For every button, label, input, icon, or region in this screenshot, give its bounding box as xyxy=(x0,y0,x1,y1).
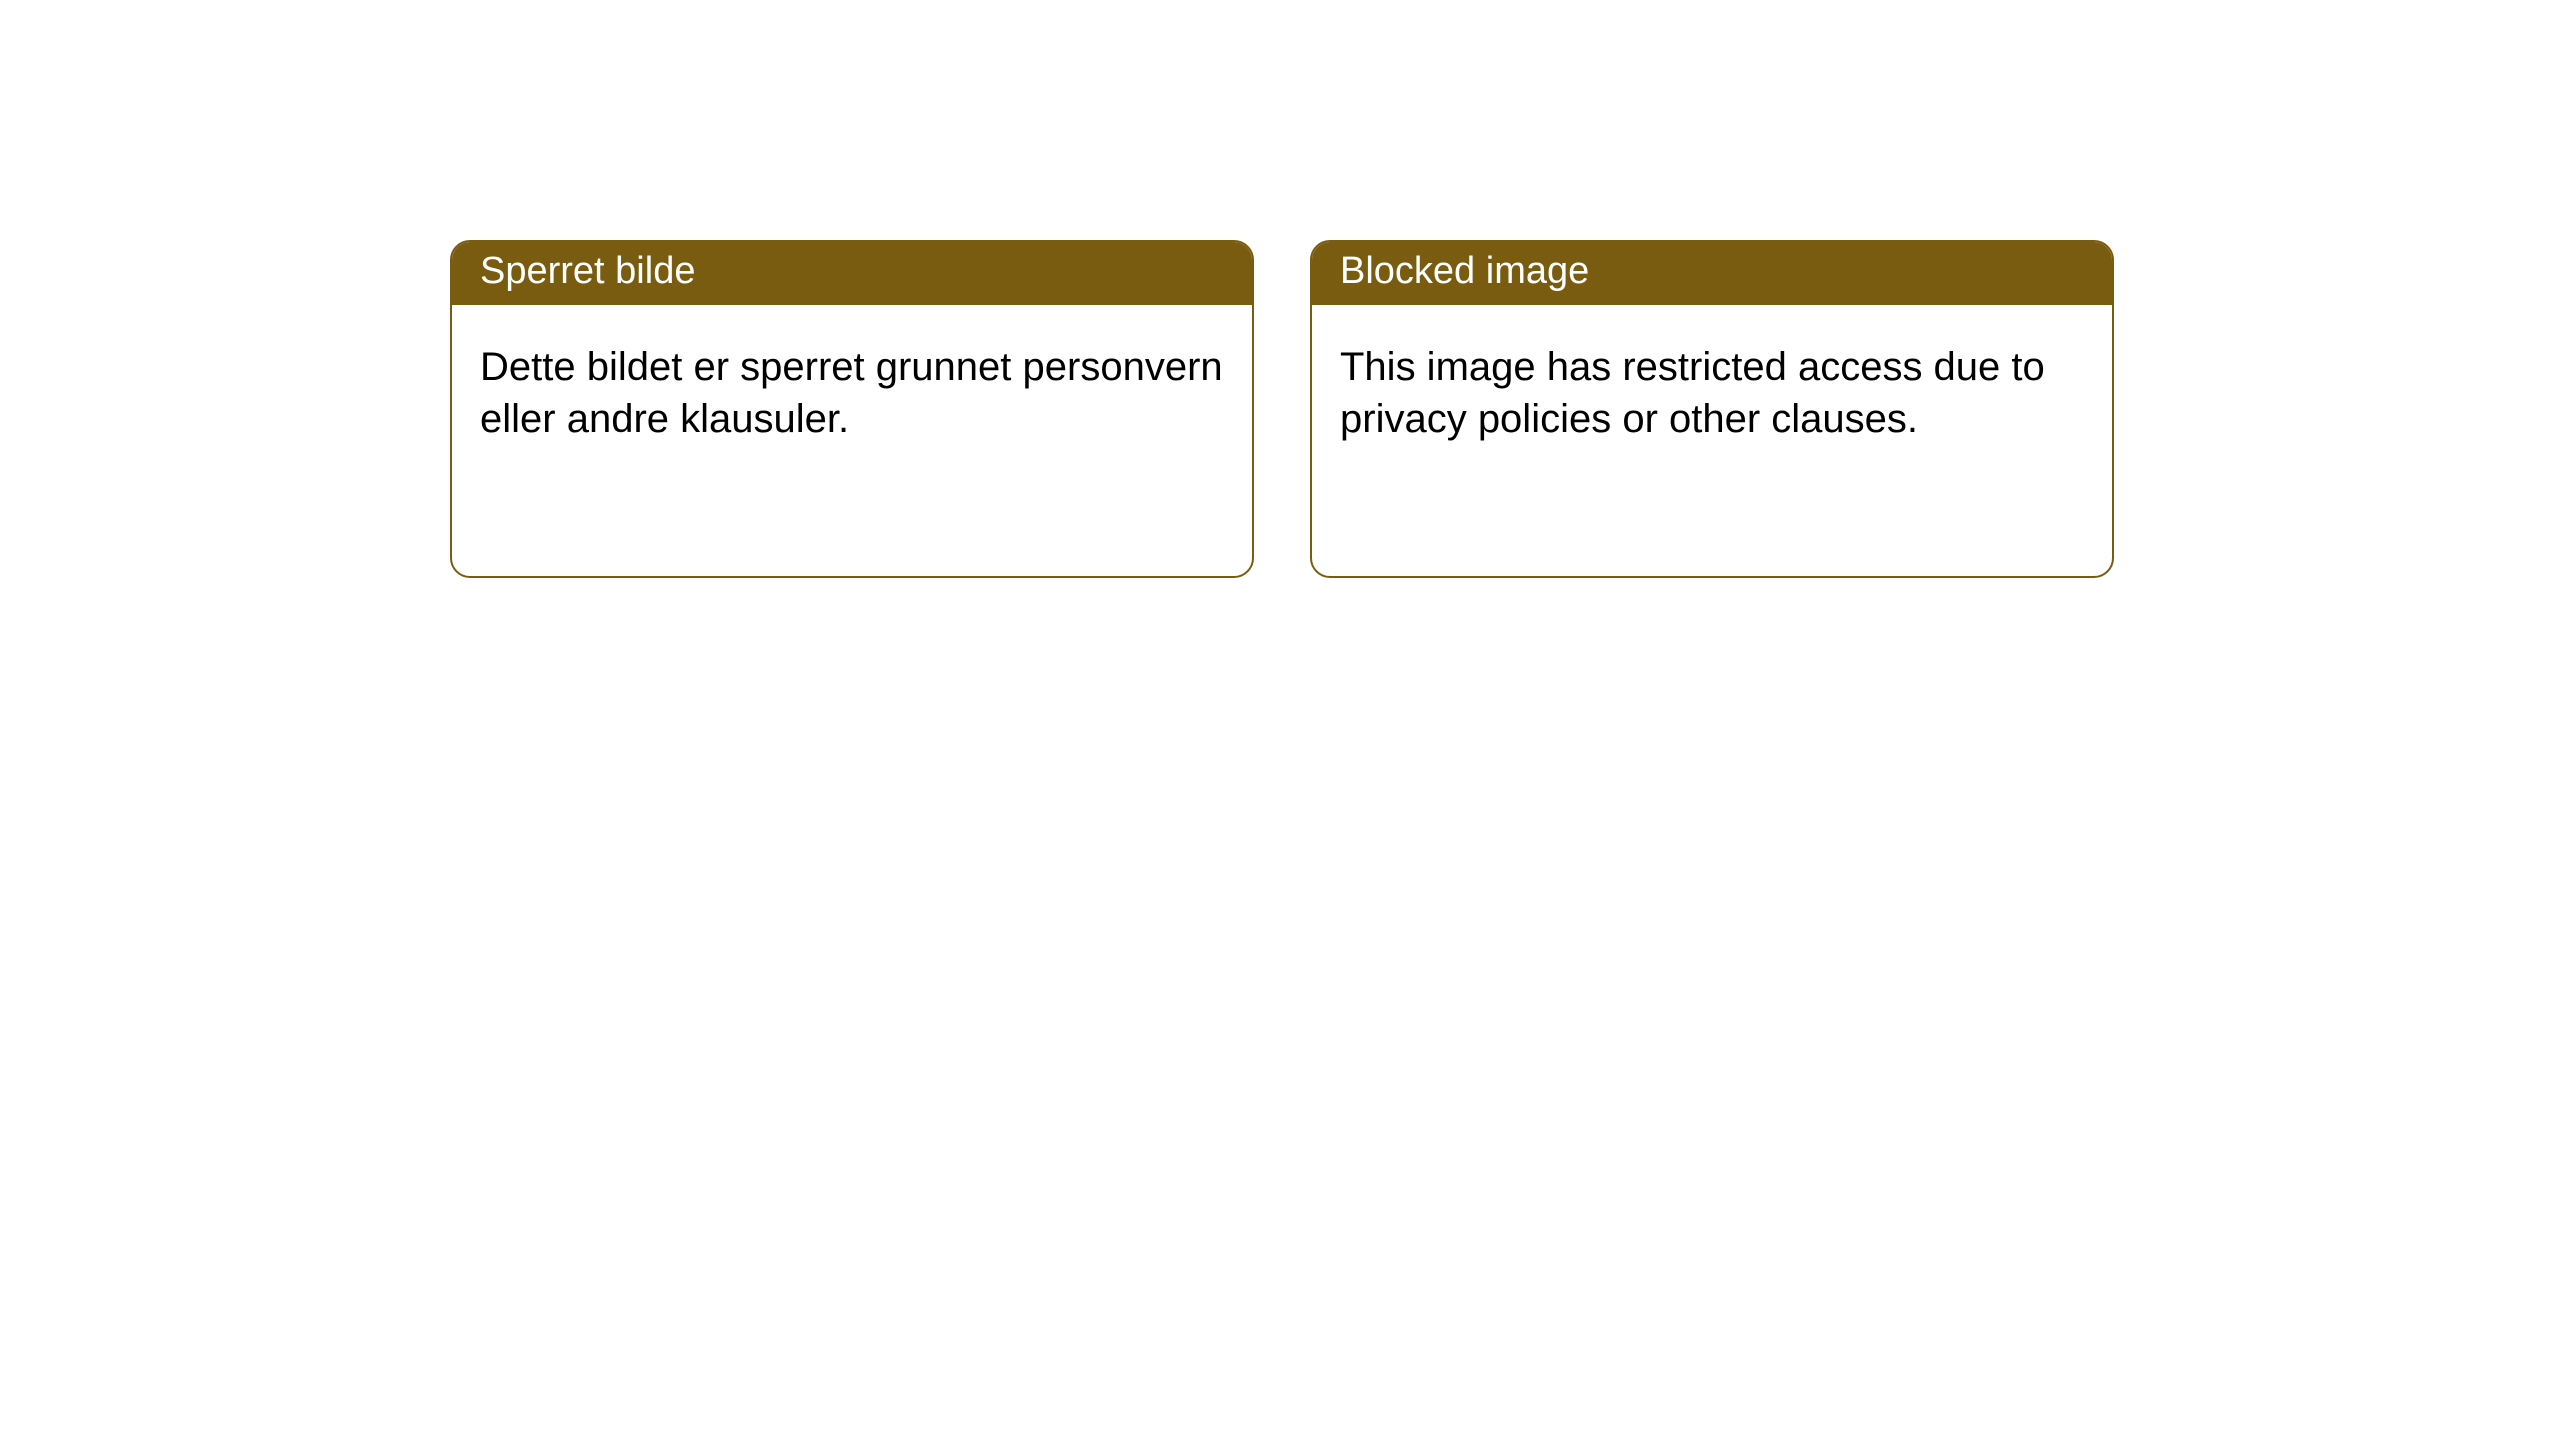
card-header: Sperret bilde xyxy=(452,242,1252,305)
cards-container: Sperret bilde Dette bildet er sperret gr… xyxy=(0,0,2560,578)
card-body: This image has restricted access due to … xyxy=(1312,305,2112,481)
card-body: Dette bildet er sperret grunnet personve… xyxy=(452,305,1252,481)
card-title: Blocked image xyxy=(1340,250,1589,292)
card-header: Blocked image xyxy=(1312,242,2112,305)
card-title: Sperret bilde xyxy=(480,250,695,292)
blocked-image-card-no: Sperret bilde Dette bildet er sperret gr… xyxy=(450,240,1254,578)
blocked-image-card-en: Blocked image This image has restricted … xyxy=(1310,240,2114,578)
card-body-text: This image has restricted access due to … xyxy=(1340,345,2045,441)
card-body-text: Dette bildet er sperret grunnet personve… xyxy=(480,345,1223,441)
